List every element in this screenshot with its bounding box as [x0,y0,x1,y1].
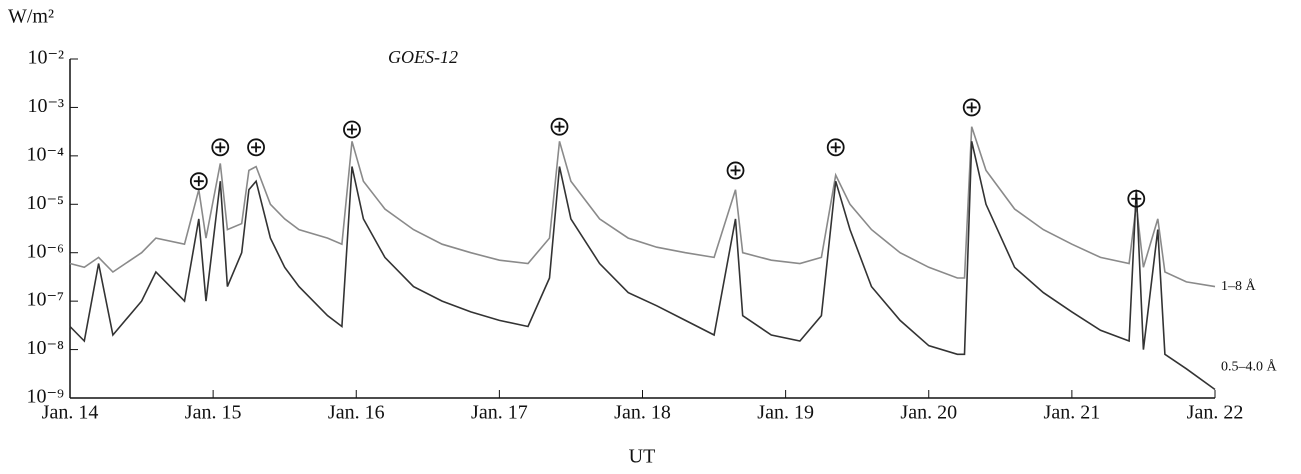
marker-circle [962,98,981,117]
y-tick-label: 10⁻⁷ [26,289,64,311]
x-tick-label: Jan. 22 [1187,402,1244,424]
y-tick-label: 10⁻⁵ [26,192,64,214]
x-tick-label: Jan. 19 [757,402,814,424]
marker-cross [1131,193,1142,204]
flare-marker [343,120,361,139]
marker-cross [193,176,204,187]
y-tick-label: 10⁻⁶ [26,240,64,262]
flare-marker [962,98,981,117]
marker-circle [343,120,361,139]
y-axis-label: W/m² [8,6,54,28]
marker-cross [830,142,841,153]
y-tick-label: 10⁻³ [27,95,64,117]
flare-marker [211,138,230,157]
flare-marker [1127,189,1146,208]
series-label: 0.5–4.0 Å [1221,359,1278,375]
x-tick-label: Jan. 18 [614,402,671,424]
marker-circle [826,138,845,157]
series-line [69,126,1216,288]
y-tick-label: 10⁻⁸ [26,337,64,359]
x-tick-label: Jan. 21 [1044,402,1101,424]
marker-cross [215,142,226,153]
marker-circle [247,138,265,157]
flare-marker [826,138,845,157]
x-tick-label: Jan. 20 [900,402,957,424]
flare-marker [189,172,208,191]
marker-circle [1127,189,1146,208]
y-tick-label: 10⁻⁹ [26,386,64,408]
series-label: 1–8 Å [1221,278,1257,294]
x-tick-label: Jan. 14 [42,402,99,424]
marker-cross [251,142,262,153]
marker-circle [189,172,208,191]
marker-cross [730,165,741,176]
marker-cross [966,102,977,113]
marker-cross [346,124,357,135]
series-line [69,141,1216,391]
y-tick-label: 10⁻² [27,47,64,69]
x-axis-label: UT [629,446,656,468]
y-tick-label: 10⁻⁴ [26,143,64,165]
x-tick-label: Jan. 15 [185,402,242,424]
marker-circle [726,161,745,180]
flare-marker [247,138,265,157]
x-tick-label: Jan. 17 [471,402,528,424]
marker-cross [554,121,565,132]
x-tick-label: Jan. 16 [328,402,385,424]
chart-title: GOES-12 [388,47,458,67]
flare-marker [550,117,569,136]
flare-marker [726,161,745,180]
marker-circle [211,138,230,157]
marker-circle [550,117,569,136]
